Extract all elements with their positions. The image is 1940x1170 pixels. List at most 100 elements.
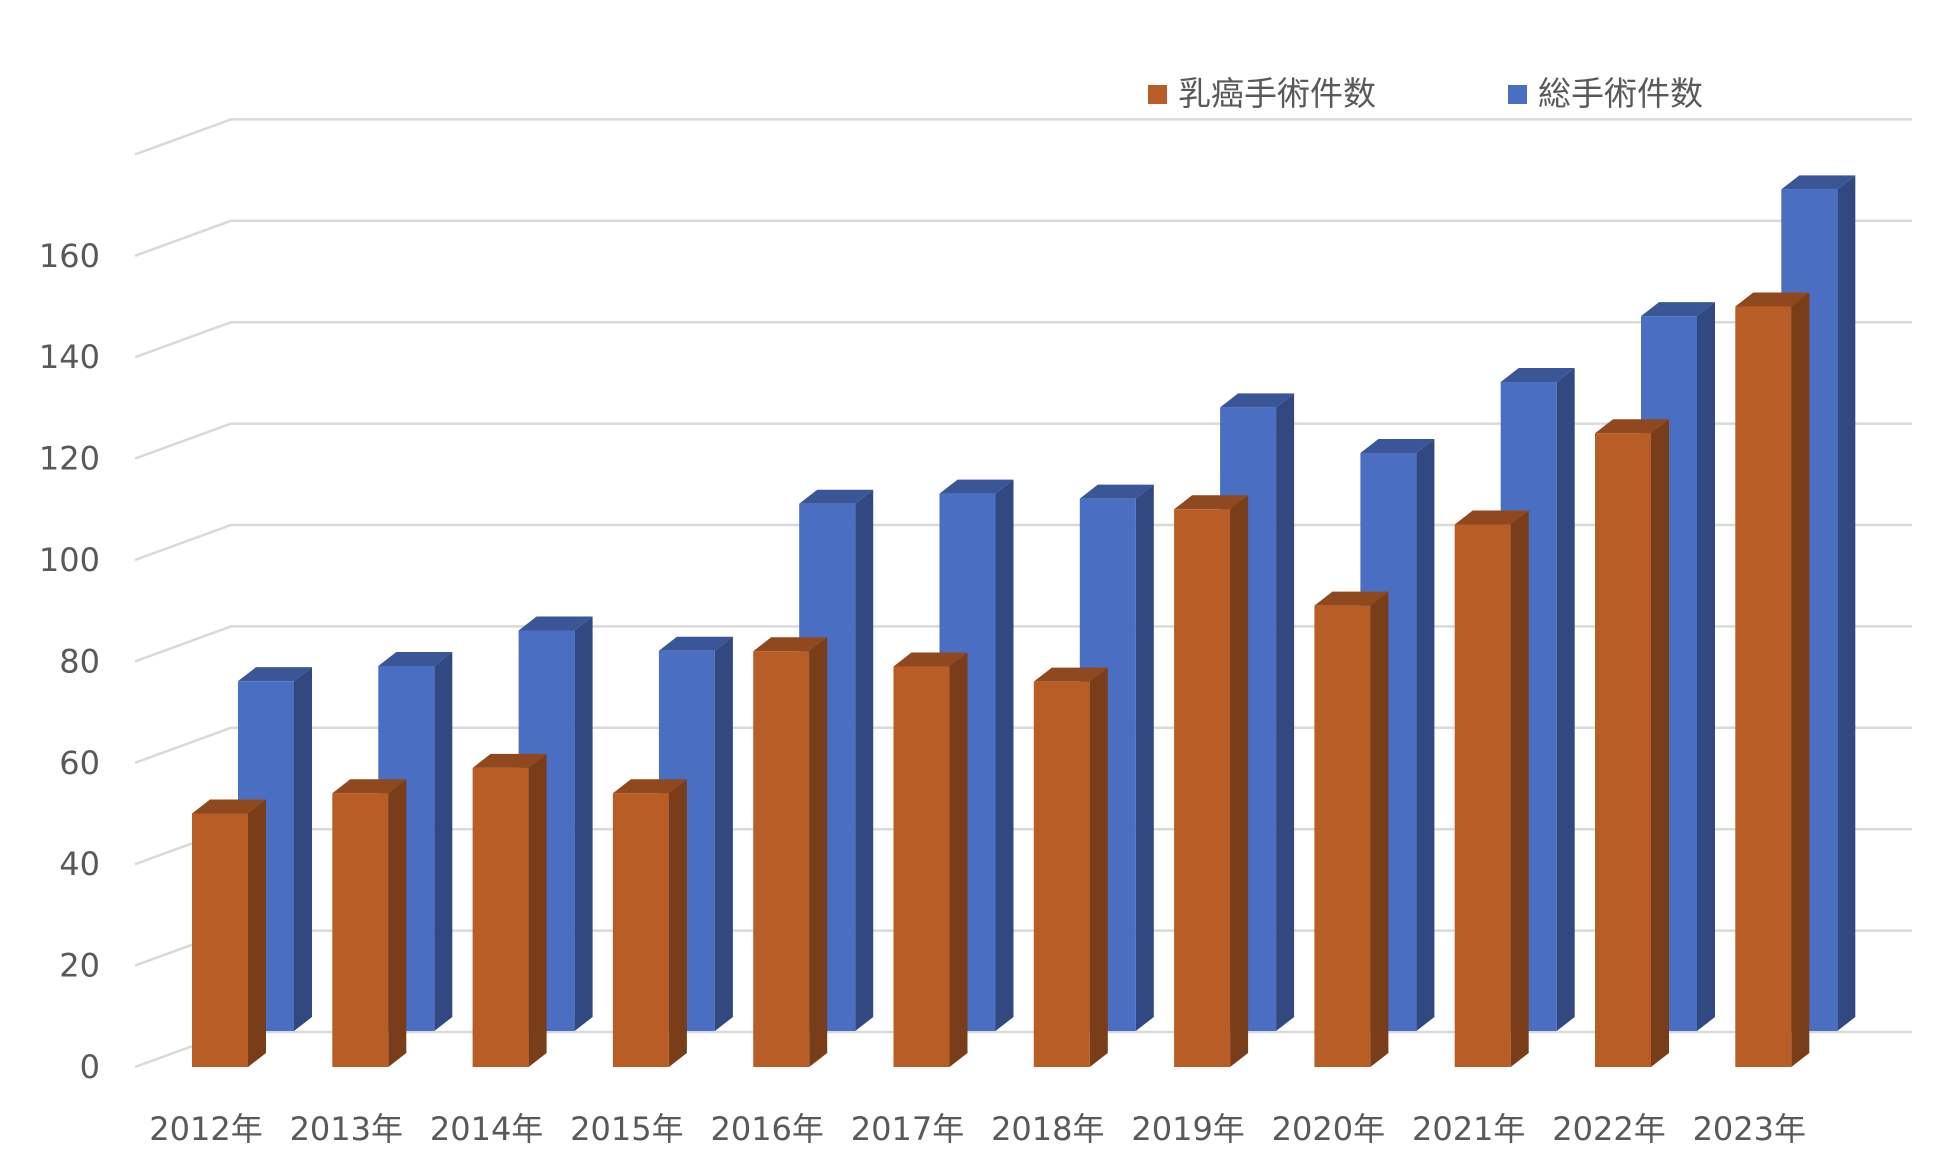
gridline [134,422,1912,460]
bar-breast-2 [472,753,547,1067]
bar-front-face [472,767,529,1067]
bar-front-face [1595,433,1651,1067]
y-tick-label: 120 [39,440,100,478]
legend: 乳癌手術件数 総手術件数 [1148,74,1703,113]
bar-top-face [192,799,266,814]
x-category-label: 2012年 [149,1110,262,1148]
gridline [134,320,1912,359]
bar-breast-8 [1314,591,1389,1067]
bar-front-face [1314,605,1371,1067]
y-tick-label: 40 [59,845,100,883]
legend-swatch [1148,85,1167,104]
bars [192,175,1856,1067]
bar-top-face [238,667,312,682]
x-category-label: 2021年 [1412,1110,1525,1148]
x-category-label: 2022年 [1552,1110,1665,1148]
bar-top-face [1781,175,1856,190]
bar-breast-5 [893,652,968,1067]
y-axis-labels: 0 20 40 60 80 100 120 140 160 [39,237,100,1086]
bar-top-face [332,779,407,794]
y-tick-label: 160 [39,237,100,275]
legend-label: 総手術件数 [1538,74,1703,113]
bar-side-face [995,479,1014,1032]
bar-breast-1 [332,779,407,1067]
x-category-label: 2020年 [1272,1110,1385,1148]
bar-side-face [248,799,266,1067]
x-category-label: 2019年 [1131,1110,1244,1148]
bar-side-face [668,779,687,1067]
gridline [134,219,1912,257]
bar-side-face [949,652,968,1067]
bar-front-face [753,651,810,1067]
bar-side-face [1697,302,1715,1031]
y-tick-label: 100 [39,541,100,579]
x-axis-labels: 2012年 2013年 2014年 2015年 2016年 2017年 2018年 2019年… [149,1110,1806,1148]
bar-top-face [753,637,828,652]
bar-side-face [1276,393,1295,1031]
bar-top-face [1500,368,1575,383]
x-category-label: 2014年 [430,1110,543,1148]
bar-breast-6 [1033,667,1108,1067]
bar-top-face [1033,667,1108,682]
bar-side-face [1791,292,1810,1067]
bar-top-face [378,651,453,666]
bar-side-face [855,489,874,1032]
bar-front-face [1033,681,1090,1067]
bar-top-face [1360,439,1435,454]
bar-breast-3 [612,779,687,1067]
bar-front-face [1735,306,1792,1067]
x-category-label: 2016年 [710,1110,823,1148]
bar-side-face [1837,175,1856,1031]
y-tick-label: 20 [59,947,100,985]
bar-breast-0 [192,799,266,1067]
bar-top-face [1079,484,1154,499]
bar-side-face [809,637,828,1067]
x-category-label: 2017年 [851,1110,964,1148]
bar-breast-7 [1174,495,1249,1067]
bar-top-face [1220,393,1295,408]
bar-top-face [658,636,733,651]
bar-top-face [1641,302,1715,317]
bar-side-face [1510,510,1529,1067]
x-category-label: 2018年 [991,1110,1104,1148]
y-tick-label: 80 [59,642,100,680]
bar-breast-9 [1454,510,1529,1067]
x-category-label: 2015年 [570,1110,683,1148]
bar-side-face [1370,591,1389,1067]
bar-top-face [799,489,874,504]
bar-side-face [528,753,547,1067]
bar-side-face [1651,419,1669,1067]
bar-top-face [893,652,968,667]
bar-top-face [518,616,593,631]
y-tick-label: 60 [59,744,100,782]
bar-front-face [332,793,389,1067]
bar-side-face [294,667,312,1031]
bar-side-face [388,779,407,1067]
bar-top-face [1595,419,1669,434]
bar-side-face [1556,368,1575,1031]
y-tick-label: 0 [80,1048,100,1086]
bar-front-face [192,813,248,1067]
bar-top-face [939,479,1014,494]
bar-side-face [1089,667,1108,1067]
bar-side-face [1416,439,1435,1031]
bar-top-face [612,779,687,794]
bar-top-face [1735,292,1810,307]
bar-front-face [612,793,669,1067]
x-category-label: 2023年 [1693,1110,1806,1148]
bar-side-face [1230,495,1249,1067]
x-category-label: 2013年 [290,1110,403,1148]
legend-item: 乳癌手術件数 [1148,74,1376,113]
bar-front-face [893,666,950,1067]
bar-front-face [1174,509,1231,1067]
bar-top-face [1174,495,1249,510]
bar-top-face [1454,510,1529,525]
bar-breast-11 [1735,292,1810,1067]
bar-side-face [574,616,593,1031]
gridlines [134,118,1912,1069]
bar-top-face [1314,591,1389,606]
bar-front-face [1454,524,1511,1067]
bar-breast-4 [753,637,828,1067]
gridline [134,523,1912,562]
